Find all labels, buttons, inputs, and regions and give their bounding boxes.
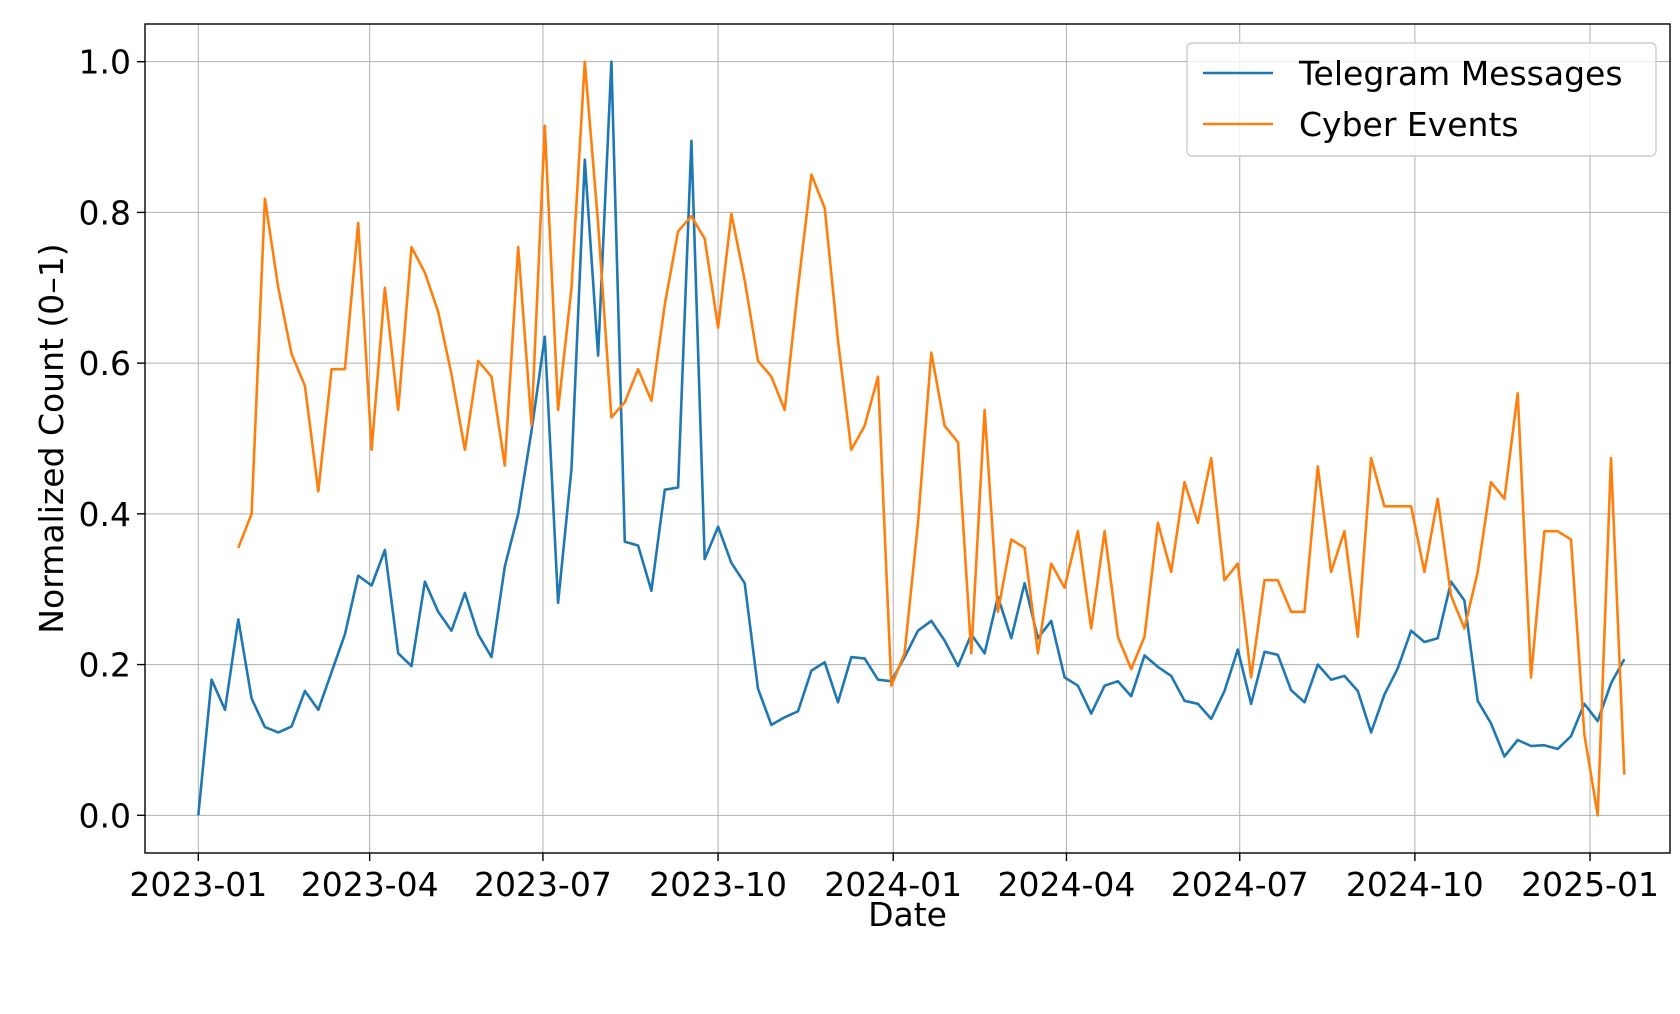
y-tick-label: 0.8 [79, 193, 131, 232]
x-tick-label: 2023-10 [649, 865, 787, 904]
legend-label: Cyber Events [1299, 105, 1519, 144]
y-tick-label: 1.0 [79, 43, 131, 82]
y-tick-label: 0.4 [79, 495, 131, 534]
y-tick-label: 0.2 [79, 646, 131, 685]
y-axis-label: Normalized Count (0–1) [32, 243, 71, 633]
x-axis-ticks: 2023-01 2023-04 2023-07 2023-10 2024-01 2024-… [129, 853, 1659, 904]
legend-box [1186, 42, 1657, 157]
x-tick-label: 2023-07 [474, 865, 612, 904]
grid-lines [145, 24, 1670, 853]
y-tick-label: 0.6 [79, 344, 131, 383]
x-axis-label: Date [868, 895, 947, 934]
plot-frame [144, 23, 1671, 854]
series-line-0 [197, 60, 1626, 816]
y-axis-ticks: 0.0 0.2 0.4 0.6 0.8 1.0 [79, 43, 145, 835]
legend: Telegram Messages Cyber Events [1186, 42, 1657, 157]
x-tick-label: 2023-04 [301, 865, 439, 904]
x-tick-label: 2024-07 [1171, 865, 1309, 904]
x-tick-label: 2024-01 [824, 865, 962, 904]
series-line-1 [237, 60, 1626, 817]
x-tick-label: 2024-10 [1346, 865, 1484, 904]
x-tick-label: 2024-04 [998, 865, 1136, 904]
x-tick-label: 2025-01 [1521, 865, 1659, 904]
legend-label: Telegram Messages [1298, 54, 1623, 93]
x-tick-label: 2023-01 [129, 865, 267, 904]
series-lines [197, 60, 1626, 817]
y-tick-label: 0.0 [79, 796, 131, 835]
